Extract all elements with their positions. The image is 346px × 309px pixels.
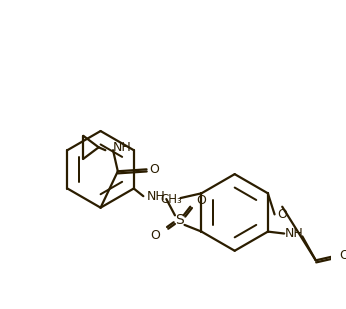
Text: NH: NH xyxy=(284,227,303,240)
Text: O: O xyxy=(196,194,206,207)
Text: O: O xyxy=(150,229,160,242)
Text: O: O xyxy=(149,163,159,176)
Text: CH₃: CH₃ xyxy=(160,193,182,206)
Text: NH: NH xyxy=(146,190,165,203)
Text: NH: NH xyxy=(113,141,132,154)
Text: O: O xyxy=(277,208,287,221)
Text: S: S xyxy=(175,213,184,227)
Text: O: O xyxy=(339,249,346,262)
